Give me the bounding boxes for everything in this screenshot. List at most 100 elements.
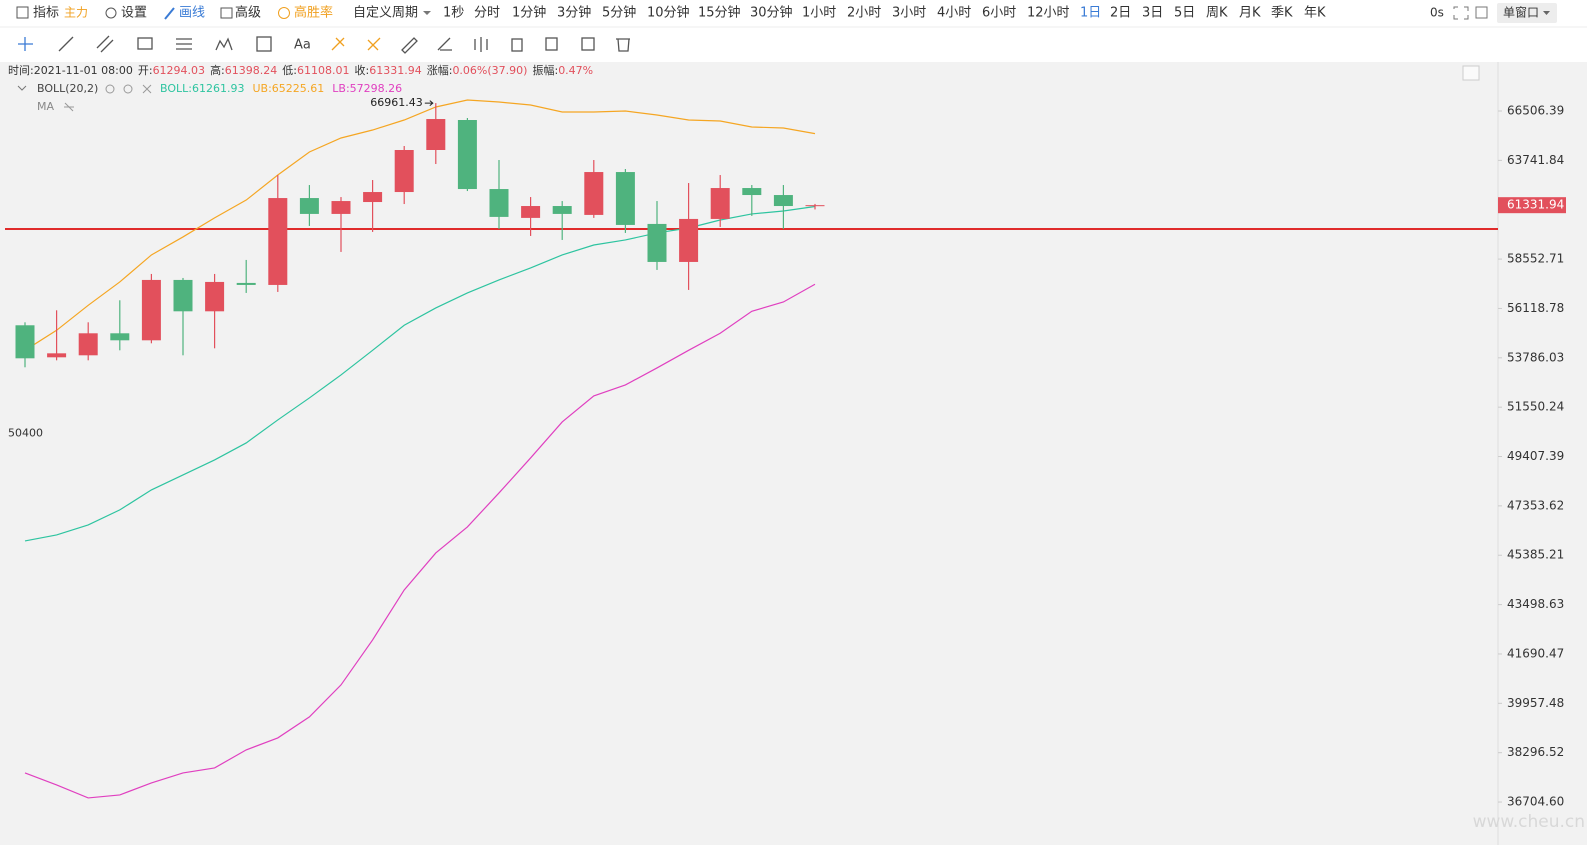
draw-icon [164, 7, 175, 20]
period-button[interactable]: 3分钟 [557, 5, 591, 21]
period-button[interactable]: 12小时 [1027, 6, 1070, 21]
period-button[interactable]: 10分钟 [647, 5, 690, 21]
advanced-icon [220, 7, 233, 19]
period-button[interactable]: 5分钟 [602, 5, 636, 21]
period-button[interactable]: 2日 [1110, 6, 1131, 21]
window-select[interactable] [1497, 3, 1557, 23]
period-button[interactable]: 5日 [1174, 6, 1195, 21]
lock-tool[interactable] [367, 37, 381, 51]
candle-body [615, 172, 635, 225]
y-tick-label: 36704.60 [1507, 795, 1564, 809]
legend-item: BOLL:61261.93 [160, 82, 244, 95]
period-button[interactable]: 年K [1304, 6, 1326, 21]
info-value: 61398.24 [225, 64, 278, 77]
info-value: 0.06%(37.90) [452, 64, 527, 77]
dropdown-arrow [1543, 11, 1550, 15]
settings-icon [105, 7, 117, 19]
parallel-tool[interactable] [96, 35, 114, 53]
period-button[interactable]: 3日 [1142, 6, 1163, 21]
period-button[interactable]: 1分钟 [512, 5, 546, 21]
crosshair-tool[interactable] [18, 37, 33, 51]
period-button[interactable]: 周K [1206, 6, 1228, 21]
eye-icon[interactable] [105, 84, 115, 94]
legend-item: UB:65225.61 [252, 82, 324, 95]
candle-body [394, 149, 414, 193]
settings-button[interactable]: 设置 [121, 6, 147, 21]
period-button[interactable]: 15分钟 [698, 5, 741, 21]
info-value: 61331.94 [369, 64, 422, 77]
popout-icon[interactable] [1475, 6, 1488, 19]
candle-body [521, 206, 541, 218]
period-button[interactable]: 月K [1239, 6, 1261, 21]
ruler-tool[interactable] [401, 37, 418, 54]
indicator-values: BOLL:61261.93 UB:65225.61 LB:57298.26 [160, 82, 402, 95]
high-annotation: 66961.43 [370, 96, 423, 109]
period-button[interactable]: 6小时 [982, 6, 1016, 21]
info-label: 振幅: [532, 63, 558, 77]
info-label: 涨幅: [427, 64, 453, 77]
hidden-icon[interactable] [64, 102, 74, 112]
candle-body [552, 206, 572, 214]
line-tool[interactable] [58, 36, 74, 52]
y-tick-label: 58552.71 [1507, 252, 1564, 266]
brush-tool[interactable] [437, 37, 452, 51]
info-label: 高: [210, 63, 225, 77]
draw-button[interactable]: 画线 [179, 6, 205, 21]
period-button[interactable]: 1日 [1080, 6, 1101, 21]
expand-button[interactable] [1462, 65, 1480, 81]
price-tag-label: 61331.94 [1507, 198, 1564, 212]
magnet-tool[interactable] [331, 37, 345, 51]
candle-body [15, 325, 35, 359]
period-button[interactable]: 2小时 [847, 6, 881, 21]
watermark: www.cheu.cn [1473, 812, 1585, 832]
pattern-tool[interactable] [215, 37, 233, 51]
candle-body [173, 279, 193, 312]
settings-icon[interactable] [123, 84, 133, 94]
winrate-button[interactable]: 高胜率 [294, 5, 333, 21]
period-button[interactable]: 季K [1271, 6, 1293, 21]
timer: 0s [1430, 6, 1444, 20]
advanced-button[interactable]: 高级 [235, 5, 261, 21]
period-button[interactable]: 30分钟 [750, 5, 793, 21]
indicator-name: BOLL(20,2) [37, 82, 98, 95]
candle-body [742, 188, 762, 196]
close-icon[interactable] [142, 84, 152, 94]
candle-tool[interactable] [474, 37, 488, 52]
candle-body [647, 223, 667, 262]
ma-label: MA [37, 100, 54, 113]
high-arrow [424, 100, 434, 106]
fullscreen-icon[interactable] [1453, 6, 1469, 20]
edit-icon[interactable] [581, 37, 595, 51]
candle-body [710, 188, 730, 219]
period-button[interactable]: 1秒 [443, 6, 464, 21]
y-tick-label: 41690.47 [1507, 646, 1564, 660]
candle-body [299, 198, 319, 214]
candle-body [268, 198, 288, 285]
window-select-label: 单窗口 [1503, 6, 1539, 20]
text-tool[interactable]: Aa [294, 38, 311, 53]
measure-tool[interactable] [256, 36, 272, 52]
lock-icon[interactable] [511, 38, 523, 52]
rect-tool[interactable] [137, 37, 153, 50]
delete-icon[interactable] [616, 38, 630, 52]
candle-body [805, 205, 825, 207]
info-value: 2021-11-01 08:00 [34, 64, 133, 77]
info-label: 低: [282, 64, 297, 77]
period-button[interactable]: 3小时 [892, 6, 926, 21]
candle-body [584, 172, 604, 215]
info-label: 收: [355, 63, 370, 77]
copy-icon[interactable] [545, 37, 558, 51]
info-value: 61108.01 [297, 64, 350, 77]
candle-body [205, 281, 225, 312]
cursor-label: 50400 [8, 426, 43, 439]
main-tag[interactable]: 主力 [64, 6, 88, 20]
fib-tool[interactable] [176, 38, 192, 50]
collapse-icon[interactable] [17, 85, 27, 91]
period-button[interactable]: 1小时 [802, 6, 836, 21]
y-tick-label: 53786.03 [1507, 350, 1564, 364]
custom-period-button[interactable]: 自定义周期 [353, 6, 418, 21]
indicator-button[interactable]: 指标 [33, 6, 59, 21]
period-button[interactable]: 分时 [474, 6, 500, 21]
period-button[interactable]: 4小时 [937, 6, 971, 21]
